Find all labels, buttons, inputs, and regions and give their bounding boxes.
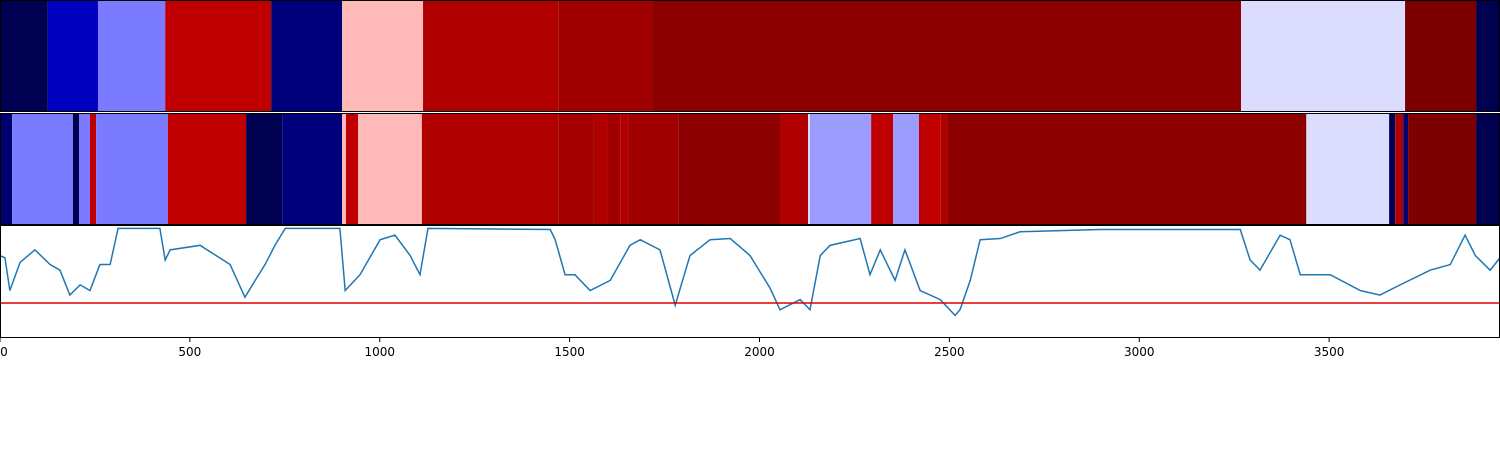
segment — [47, 0, 98, 112]
segment — [1405, 0, 1477, 112]
segment — [620, 113, 629, 225]
segment — [607, 113, 621, 225]
segment — [780, 113, 809, 225]
segment — [90, 113, 97, 225]
segment — [345, 113, 359, 225]
segment — [72, 113, 79, 225]
x-tick-label: 3500 — [1314, 345, 1345, 359]
x-tick-label: 1500 — [554, 345, 585, 359]
data-line — [0, 227, 1500, 317]
x-tick-label: 500 — [178, 345, 201, 359]
segment — [893, 113, 919, 225]
segment — [421, 113, 559, 225]
segment — [1408, 113, 1477, 225]
segment — [12, 113, 73, 225]
segment — [271, 0, 343, 112]
segment — [1306, 113, 1390, 225]
segment — [1241, 0, 1406, 112]
segment — [1389, 113, 1396, 225]
segment — [810, 113, 872, 225]
segment — [808, 113, 810, 225]
segment — [1476, 0, 1500, 112]
segment — [628, 113, 679, 225]
segment — [358, 113, 422, 225]
segment — [342, 113, 346, 225]
segment — [678, 113, 780, 225]
segment — [282, 113, 343, 225]
segment — [558, 0, 653, 112]
segment — [947, 113, 1307, 225]
segment — [246, 113, 283, 225]
x-tick-label: 2000 — [744, 345, 775, 359]
segment — [342, 0, 424, 112]
panel-frame — [0, 225, 1500, 338]
segment — [165, 0, 272, 112]
segment — [940, 113, 948, 225]
x-tick-label: 1000 — [364, 345, 395, 359]
segment — [423, 0, 559, 112]
segment — [1395, 113, 1404, 225]
segment — [871, 113, 894, 225]
segment — [558, 113, 594, 225]
segment — [1403, 113, 1409, 225]
segment — [918, 113, 941, 225]
segment — [78, 113, 90, 225]
segment — [96, 113, 168, 225]
segment — [97, 0, 166, 112]
x-tick-label: 2500 — [934, 345, 965, 359]
segment — [0, 113, 13, 225]
segment — [0, 0, 48, 112]
segment — [593, 113, 608, 225]
segment — [652, 0, 1242, 112]
x-tick-label: 0 — [0, 345, 8, 359]
segment — [1476, 113, 1500, 225]
segment — [167, 113, 247, 225]
x-tick-label: 3000 — [1124, 345, 1155, 359]
